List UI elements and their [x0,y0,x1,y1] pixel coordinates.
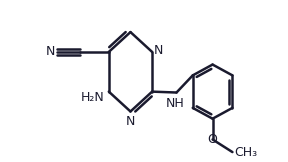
Text: CH₃: CH₃ [234,146,257,159]
Text: N: N [154,44,163,57]
Text: N: N [126,115,135,128]
Text: H₂N: H₂N [81,91,104,104]
Text: O: O [208,133,217,146]
Text: NH: NH [166,97,185,110]
Text: N: N [45,45,55,58]
